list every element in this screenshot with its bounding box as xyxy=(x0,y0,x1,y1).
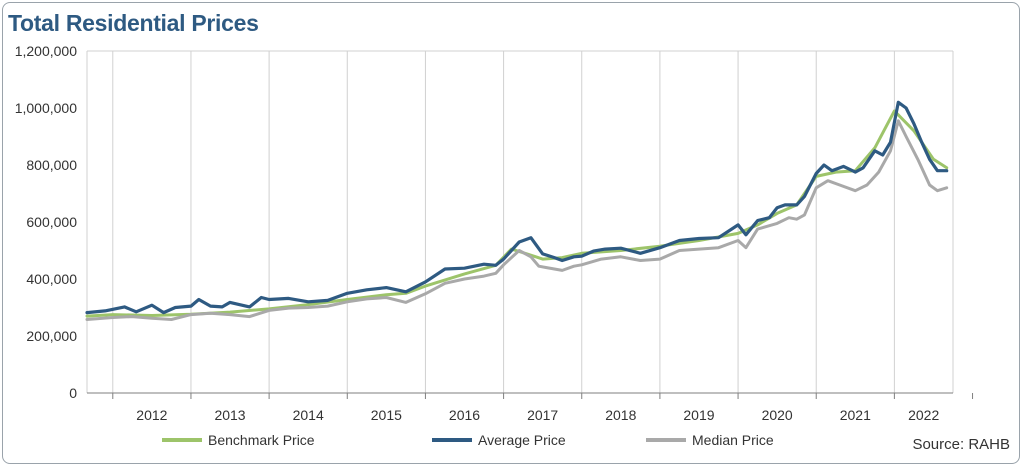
x-tick-label: 2012 xyxy=(136,407,167,423)
x-tick-label: 2014 xyxy=(293,407,324,423)
x-tick-labels: 2012 2013 2014 2015 2016 2017 2018 2019 2020 2021… xyxy=(136,407,939,423)
y-tick-label: 1,200,000 xyxy=(15,43,77,59)
axes xyxy=(86,50,974,399)
y-tick-label: 1,000,000 xyxy=(15,100,77,116)
legend-label: Average Price xyxy=(478,432,566,448)
series-lines xyxy=(85,100,949,321)
y-tick-label: 200,000 xyxy=(26,328,77,344)
series-line xyxy=(85,119,949,321)
y-tick-label: 600,000 xyxy=(26,214,77,230)
y-tick-label: 0 xyxy=(69,385,77,401)
legend-label: Benchmark Price xyxy=(208,432,315,448)
x-tick-label: 2022 xyxy=(908,407,939,423)
y-tick-label: 400,000 xyxy=(26,271,77,287)
series-line xyxy=(85,109,949,318)
chart-title: Total Residential Prices xyxy=(8,10,259,36)
series-line xyxy=(85,100,949,315)
legend: Benchmark Price Average Price Median Price xyxy=(162,432,774,448)
y-tick-label: 800,000 xyxy=(26,157,77,173)
legend-label: Median Price xyxy=(692,432,774,448)
x-tick-label: 2018 xyxy=(605,407,636,423)
x-tick-label: 2020 xyxy=(762,407,793,423)
x-tick-label: 2017 xyxy=(527,407,558,423)
x-tick-label: 2016 xyxy=(449,407,480,423)
x-tick-label: 2021 xyxy=(840,407,871,423)
source-note: Source: RAHB xyxy=(912,436,1010,453)
grid-lines xyxy=(112,51,895,393)
x-tick-label: 2015 xyxy=(371,407,402,423)
y-tick-labels: 0 200,000 400,000 600,000 800,000 1,000,000 1,… xyxy=(15,43,78,401)
x-tick-label: 2013 xyxy=(214,407,245,423)
x-tick-label: 2019 xyxy=(683,407,714,423)
